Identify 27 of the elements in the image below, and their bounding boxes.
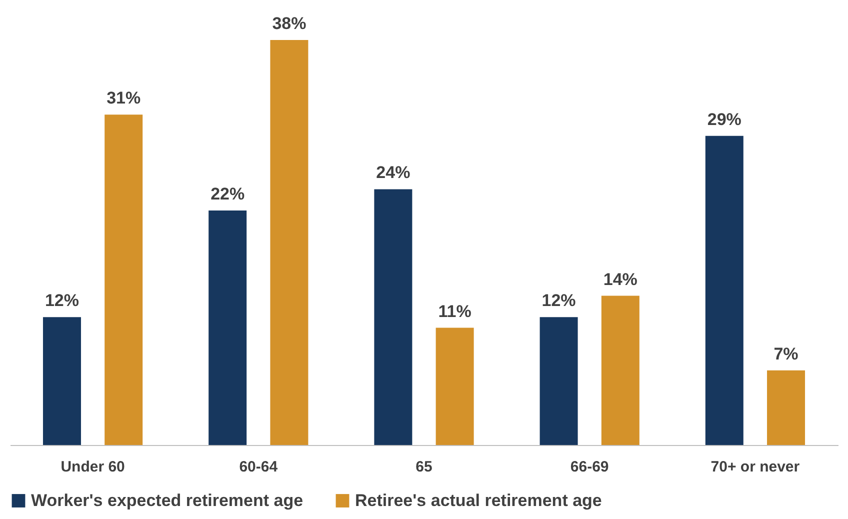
data-label: 7% — [774, 344, 798, 364]
bar — [767, 370, 806, 445]
data-label: 11% — [438, 302, 472, 321]
bar — [705, 136, 744, 445]
bar — [540, 317, 578, 445]
x-tick-label: 66-69 — [570, 458, 609, 476]
x-tick-label: 65 — [416, 458, 432, 476]
data-label: 29% — [707, 110, 742, 129]
bar — [42, 317, 81, 445]
bar — [601, 296, 640, 445]
data-label: 22% — [210, 184, 245, 204]
bar — [436, 328, 474, 445]
bar — [208, 210, 247, 445]
bar — [374, 189, 412, 445]
data-label: 12% — [542, 291, 576, 310]
legend-label: Worker's expected retirement age — [31, 490, 304, 510]
data-label: 38% — [272, 14, 306, 33]
data-label: 14% — [603, 270, 638, 289]
x-tick-label: 70+ or never — [710, 458, 800, 476]
data-label: 24% — [376, 163, 410, 182]
data-label: 31% — [106, 88, 141, 108]
bar — [270, 40, 308, 445]
x-tick-label: Under 60 — [60, 458, 125, 476]
legend-label: Retiree's actual retirement age — [355, 490, 602, 510]
x-tick-label: 60-64 — [239, 458, 278, 476]
data-label: 12% — [44, 291, 80, 310]
bar — [104, 114, 143, 445]
